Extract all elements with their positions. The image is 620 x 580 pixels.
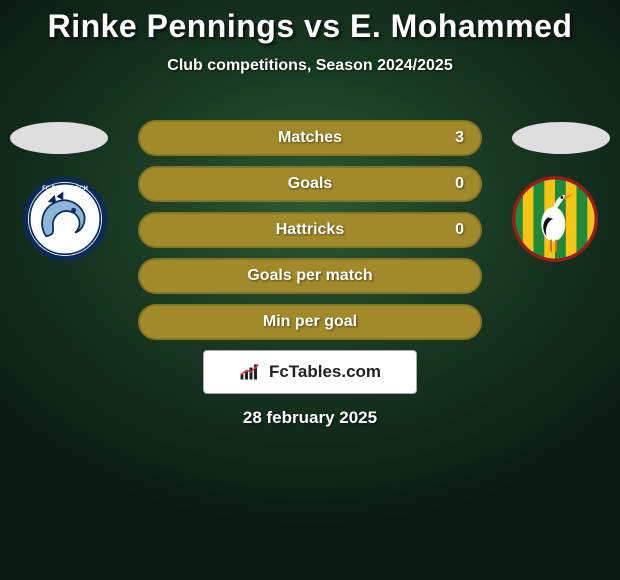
stat-row-matches: Matches 3 [138,120,482,156]
subtitle: Club competitions, Season 2024/2025 [0,57,620,75]
crest-right [512,176,598,262]
player-marker-left [10,122,108,154]
stat-right-value: 0 [455,175,464,193]
brand-label: FcTables.com [269,362,381,382]
stat-row-goals-per-match: Goals per match [138,258,482,294]
stat-row-goals: Goals 0 [138,166,482,202]
comparison-card: Rinke Pennings vs E. Mohammed Club compe… [0,0,620,580]
stat-right-value: 3 [455,129,464,147]
ado-den-haag-icon [512,176,598,262]
stat-label: Matches [278,129,342,147]
date-label: 28 february 2025 [138,408,482,428]
stat-label: Goals per match [247,267,372,285]
fc-den-bosch-icon: FC DEN BOSCH [22,176,108,262]
player-marker-right [512,122,610,154]
page-title: Rinke Pennings vs E. Mohammed [0,0,620,45]
stat-list: Matches 3 Goals 0 Hattricks 0 Goals per … [138,120,482,428]
stat-label: Min per goal [263,313,357,331]
brand-badge: FcTables.com [203,350,417,394]
stat-label: Goals [288,175,332,193]
stat-row-hattricks: Hattricks 0 [138,212,482,248]
stat-label: Hattricks [276,221,344,239]
crest-left: FC DEN BOSCH [22,176,108,262]
stat-row-min-per-goal: Min per goal [138,304,482,340]
stat-right-value: 0 [455,221,464,239]
svg-text:FC DEN BOSCH: FC DEN BOSCH [42,186,88,192]
bar-chart-icon [239,362,263,382]
